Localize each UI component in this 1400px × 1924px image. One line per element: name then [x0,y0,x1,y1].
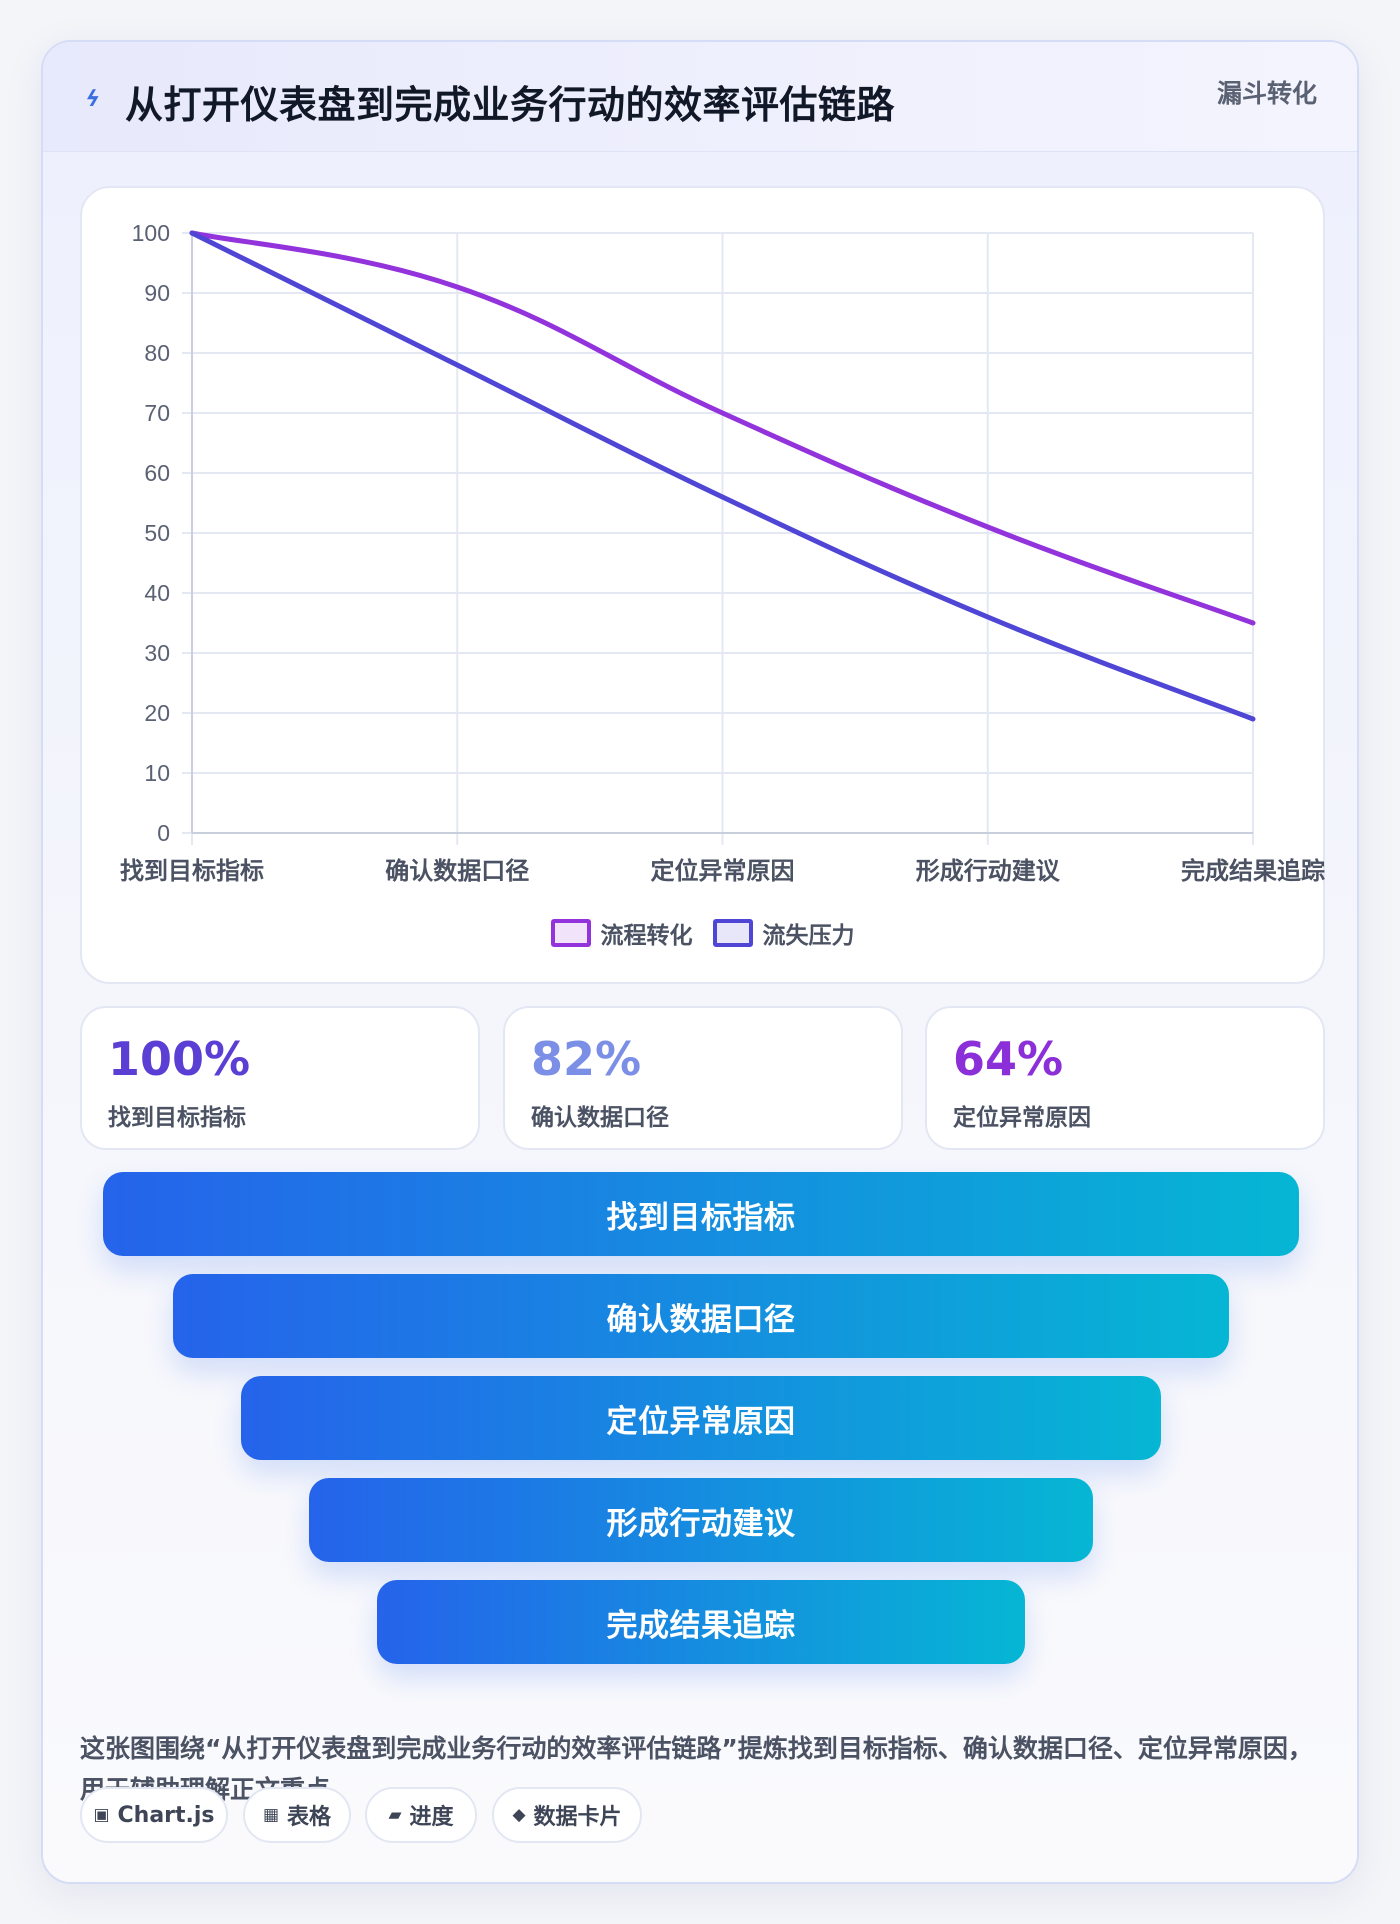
stat-card-1: 82% 确认数据口径 [503,1006,903,1150]
header: ϟ 从打开仪表盘到完成业务行动的效率评估链路 漏斗转化 [43,42,1357,152]
chip-data-card[interactable]: ◆ 数据卡片 [492,1787,642,1843]
x-tick-label: 找到目标指标 [120,857,264,885]
chip-progress[interactable]: ▰ 进度 [365,1787,477,1843]
stat-label: 确认数据口径 [531,1105,669,1131]
chart-box-icon: ▣ [93,1805,110,1825]
stat-card-2: 64% 定位异常原因 [925,1006,1325,1150]
stat-value: 82% [531,1032,642,1086]
lightning-icon: ϟ [82,87,103,112]
legend-swatch [712,919,753,947]
chip-label: 表格 [287,1805,332,1830]
stat-label: 定位异常原因 [953,1105,1091,1131]
chip-label: Chart.js [117,1802,215,1828]
card: ϟ 从打开仪表盘到完成业务行动的效率评估链路 漏斗转化 0 10 20 30 40 50 6… [41,40,1359,1884]
legend-item-1[interactable]: 流失压力 [712,916,855,950]
series-line-1 [189,230,1256,722]
y-tick-label: 50 [144,520,170,546]
funnel-step-label: 找到目标指标 [606,1199,796,1236]
stat-value: 100% [108,1032,251,1086]
stat-label: 找到目标指标 [108,1105,246,1131]
x-tick-label: 形成行动建议 [916,857,1061,885]
diamond-icon: ◆ [512,1805,526,1825]
table-icon: ▦ [262,1805,280,1825]
y-tick-label: 80 [144,340,170,366]
legend-label: 流失压力 [762,923,855,949]
y-tick-label: 30 [144,640,170,666]
progress-icon: ▰ [388,1805,402,1825]
chart-legend: 流程转化 流失压力 [82,916,1323,950]
funnel-step-1: 确认数据口径 [173,1274,1229,1358]
stat-value: 64% [953,1032,1064,1086]
legend-item-0[interactable]: 流程转化 [550,916,693,950]
y-tick-label: 90 [144,280,170,306]
chart-panel: 0 10 20 30 40 50 60 70 80 90 100 找到目标指标 确认数据口径 定位异常原因… [80,186,1325,984]
line-chart: 0 10 20 30 40 50 60 70 80 90 100 找到目标指标 确认数据口径 定位异常原因… [120,220,1325,885]
chip-label: 进度 [409,1805,454,1830]
y-tick-label: 0 [157,820,170,846]
chart-type-tag: 漏斗转化 [1216,79,1317,108]
y-tick-label: 20 [144,700,170,726]
funnel-step-label: 形成行动建议 [606,1505,796,1542]
funnel-step-label: 完成结果追踪 [606,1607,796,1644]
stat-card-0: 100% 找到目标指标 [80,1006,480,1150]
page-title: 从打开仪表盘到完成业务行动的效率评估链路 [125,83,896,127]
chip-chartjs[interactable]: ▣ Chart.js [80,1787,228,1843]
series-line-0 [189,230,1256,626]
funnel-step-3: 形成行动建议 [309,1478,1093,1562]
funnel-step-4: 完成结果追踪 [377,1580,1025,1664]
x-tick-label: 完成结果追踪 [1181,857,1325,885]
y-tick-label: 60 [144,460,170,486]
funnel-step-label: 定位异常原因 [606,1403,796,1440]
funnel-step-label: 确认数据口径 [606,1301,796,1338]
legend-swatch [550,919,591,947]
y-tick-label: 10 [144,760,170,786]
funnel-step-2: 定位异常原因 [241,1376,1161,1460]
chip-label: 数据卡片 [533,1805,622,1830]
x-tick-label: 确认数据口径 [385,857,529,885]
chip-table[interactable]: ▦ 表格 [243,1787,351,1843]
funnel-step-0: 找到目标指标 [103,1172,1299,1256]
y-tick-label: 70 [144,400,170,426]
y-tick-label: 100 [132,220,170,246]
legend-label: 流程转化 [600,923,693,949]
x-tick-label: 定位异常原因 [651,857,795,885]
y-tick-label: 40 [144,580,170,606]
